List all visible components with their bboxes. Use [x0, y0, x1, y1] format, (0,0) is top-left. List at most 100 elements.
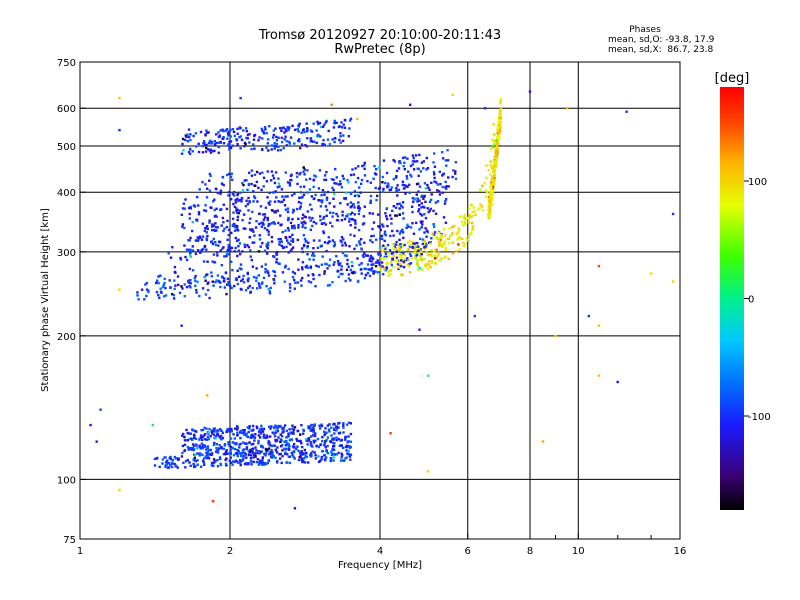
data-point [446, 159, 450, 162]
data-point [247, 453, 250, 457]
data-point [330, 426, 333, 429]
data-point [209, 139, 212, 143]
data-point [247, 196, 250, 200]
data-point [277, 221, 280, 225]
data-point [262, 462, 265, 465]
data-point [356, 206, 360, 209]
data-point [384, 252, 388, 256]
data-point [338, 432, 341, 435]
data-point [173, 462, 176, 466]
data-point [279, 452, 282, 456]
data-point [462, 245, 465, 248]
data-point [404, 184, 408, 188]
data-point [487, 197, 491, 200]
data-point [332, 456, 335, 459]
data-point [390, 222, 393, 225]
data-point [212, 224, 216, 227]
data-point [430, 181, 433, 184]
data-point [268, 125, 271, 128]
data-point [349, 458, 352, 461]
data-point [401, 231, 405, 234]
data-point [196, 236, 199, 239]
data-point [225, 255, 228, 258]
data-point [253, 133, 257, 137]
data-point [399, 161, 402, 165]
data-point [330, 452, 334, 455]
data-point [311, 424, 314, 427]
data-point [451, 175, 454, 179]
data-point [225, 253, 229, 256]
data-point [464, 218, 467, 221]
data-point [270, 456, 274, 459]
data-point [181, 207, 185, 210]
data-point [191, 245, 194, 248]
data-point [362, 215, 366, 218]
data-point [229, 146, 233, 150]
data-point [285, 144, 288, 147]
data-point [395, 187, 398, 190]
data-point [498, 121, 501, 125]
data-point [349, 173, 353, 177]
data-point [363, 241, 366, 244]
data-point [442, 242, 446, 246]
data-point [264, 454, 267, 457]
data-point [266, 196, 269, 199]
data-point [409, 243, 412, 247]
data-point [385, 215, 388, 218]
data-point [262, 218, 265, 221]
data-point [277, 182, 281, 185]
data-point [480, 205, 484, 208]
data-point [224, 458, 227, 462]
data-point [420, 206, 423, 209]
data-point [488, 202, 491, 205]
data-point [489, 173, 492, 176]
data-point [207, 449, 210, 452]
data-point [272, 177, 276, 180]
data-point [263, 216, 267, 219]
data-point [493, 162, 496, 165]
data-point [409, 262, 413, 265]
data-point [279, 127, 282, 130]
y-tick-label: 300 [57, 248, 76, 259]
data-point [318, 459, 322, 463]
data-point [225, 430, 228, 434]
data-point [343, 197, 346, 200]
data-point [304, 226, 307, 229]
data-point [380, 234, 384, 238]
data-point [278, 240, 281, 244]
data-point [222, 447, 225, 451]
data-point [396, 194, 399, 197]
data-point [437, 251, 440, 255]
data-point [359, 238, 363, 241]
data-point [396, 184, 399, 187]
data-point [234, 198, 237, 202]
data-point [284, 135, 287, 138]
data-point [258, 136, 261, 139]
data-point [467, 207, 471, 211]
data-point [379, 248, 382, 251]
data-point [287, 241, 290, 245]
data-point [488, 210, 492, 213]
data-point [222, 453, 226, 456]
data-point [269, 451, 272, 454]
data-point [358, 207, 361, 210]
data-point [416, 197, 420, 200]
data-point [311, 251, 315, 255]
data-point [281, 271, 285, 274]
data-point [312, 277, 315, 281]
data-point [370, 266, 374, 270]
data-point [201, 235, 205, 238]
data-point [301, 213, 305, 216]
data-point [434, 236, 437, 239]
colorbar [720, 87, 744, 510]
data-point [325, 119, 328, 123]
data-point [203, 444, 206, 447]
data-point [271, 451, 274, 454]
data-point [363, 205, 366, 208]
data-point [323, 270, 326, 273]
data-point [350, 271, 354, 274]
data-point [338, 180, 342, 183]
data-point [496, 151, 499, 155]
data-point [499, 102, 502, 105]
data-point [493, 176, 496, 180]
